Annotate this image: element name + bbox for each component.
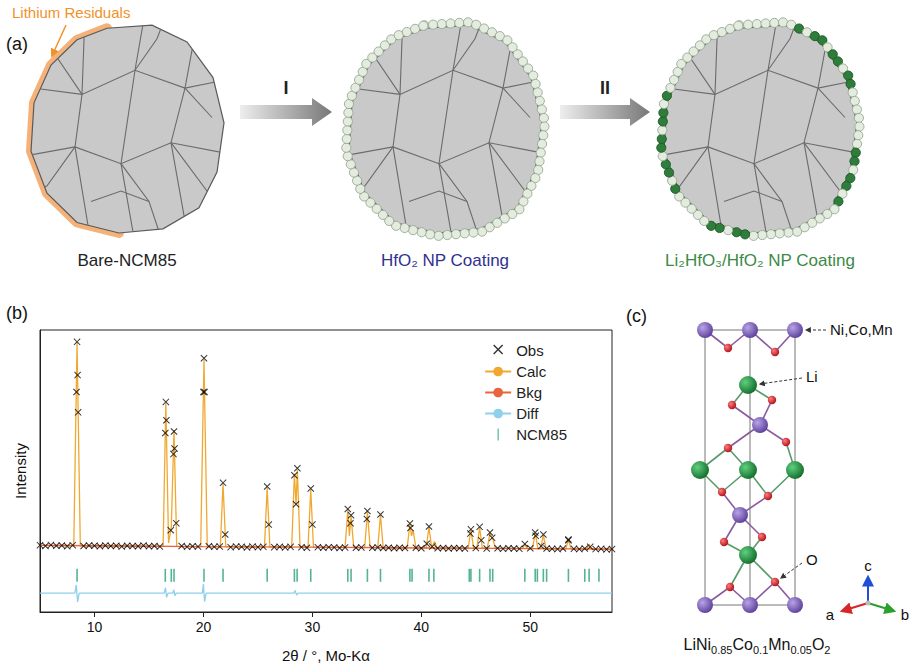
svg-text:20: 20 xyxy=(196,619,212,635)
svg-text:30: 30 xyxy=(305,619,321,635)
svg-text:10: 10 xyxy=(87,619,103,635)
svg-text:Obs: Obs xyxy=(516,342,544,359)
svg-text:Li: Li xyxy=(806,368,818,385)
svg-text:II: II xyxy=(600,78,610,98)
svg-text:Bare-NCM85: Bare-NCM85 xyxy=(77,251,176,270)
svg-text:Ni,Co,Mn: Ni,Co,Mn xyxy=(830,321,893,338)
svg-text:(a): (a) xyxy=(6,34,28,54)
svg-text:Bkg: Bkg xyxy=(516,384,542,401)
svg-text:c: c xyxy=(864,557,872,574)
svg-text:Calc: Calc xyxy=(516,363,547,380)
svg-text:Diff: Diff xyxy=(516,405,539,422)
svg-text:Li₂HfO₃/HfO₂ NP Coating: Li₂HfO₃/HfO₂ NP Coating xyxy=(665,251,855,270)
svg-text:a: a xyxy=(826,606,835,623)
svg-text:NCM85: NCM85 xyxy=(516,426,567,443)
html-text:(b): (b) xyxy=(6,303,28,323)
svg-text:b: b xyxy=(901,606,909,623)
svg-text:HfO₂ NP Coating: HfO₂ NP Coating xyxy=(381,251,509,270)
svg-text:LiNi0.85Co0.1Mn0.05O2: LiNi0.85Co0.1Mn0.05O2 xyxy=(684,636,831,656)
svg-text:Intensity: Intensity xyxy=(12,443,29,499)
svg-text:(c): (c) xyxy=(626,306,647,326)
svg-text:2θ / °, Mo-Kα: 2θ / °, Mo-Kα xyxy=(282,647,370,664)
svg-text:40: 40 xyxy=(414,619,430,635)
svg-text:I: I xyxy=(283,78,288,98)
svg-text:50: 50 xyxy=(522,619,538,635)
svg-text:O: O xyxy=(806,551,818,568)
svg-text:Lithium Residuals: Lithium Residuals xyxy=(12,4,130,21)
